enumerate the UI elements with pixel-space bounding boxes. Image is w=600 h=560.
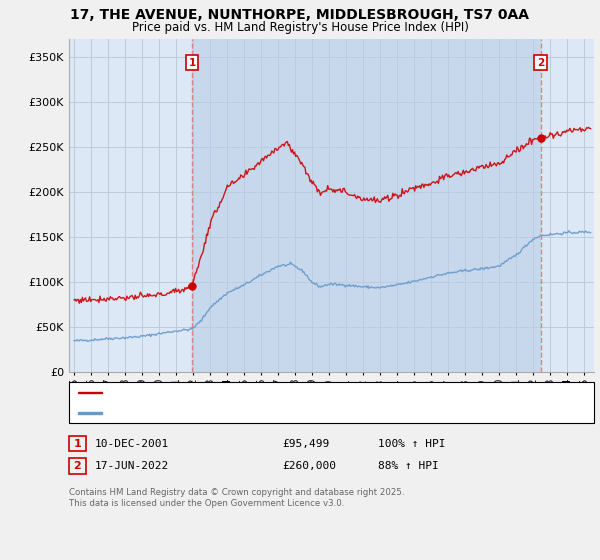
- Text: Price paid vs. HM Land Registry's House Price Index (HPI): Price paid vs. HM Land Registry's House …: [131, 21, 469, 34]
- Text: £260,000: £260,000: [282, 461, 336, 471]
- Text: Contains HM Land Registry data © Crown copyright and database right 2025.
This d: Contains HM Land Registry data © Crown c…: [69, 488, 404, 508]
- Text: £95,499: £95,499: [282, 438, 329, 449]
- Text: HPI: Average price, semi-detached house, Middlesbrough: HPI: Average price, semi-detached house,…: [108, 408, 388, 418]
- Text: 2: 2: [537, 58, 544, 68]
- Text: 88% ↑ HPI: 88% ↑ HPI: [378, 461, 439, 471]
- Text: 1: 1: [188, 58, 196, 68]
- Text: 17-JUN-2022: 17-JUN-2022: [95, 461, 169, 471]
- Text: 100% ↑ HPI: 100% ↑ HPI: [378, 438, 445, 449]
- Bar: [192, 39, 541, 372]
- Text: 2: 2: [74, 461, 81, 471]
- Text: 17, THE AVENUE, NUNTHORPE, MIDDLESBROUGH, TS7 0AA (semi-detached house): 17, THE AVENUE, NUNTHORPE, MIDDLESBROUGH…: [108, 388, 514, 398]
- Text: 1: 1: [74, 438, 81, 449]
- Text: 10-DEC-2001: 10-DEC-2001: [95, 438, 169, 449]
- Text: 17, THE AVENUE, NUNTHORPE, MIDDLESBROUGH, TS7 0AA: 17, THE AVENUE, NUNTHORPE, MIDDLESBROUGH…: [71, 8, 530, 22]
